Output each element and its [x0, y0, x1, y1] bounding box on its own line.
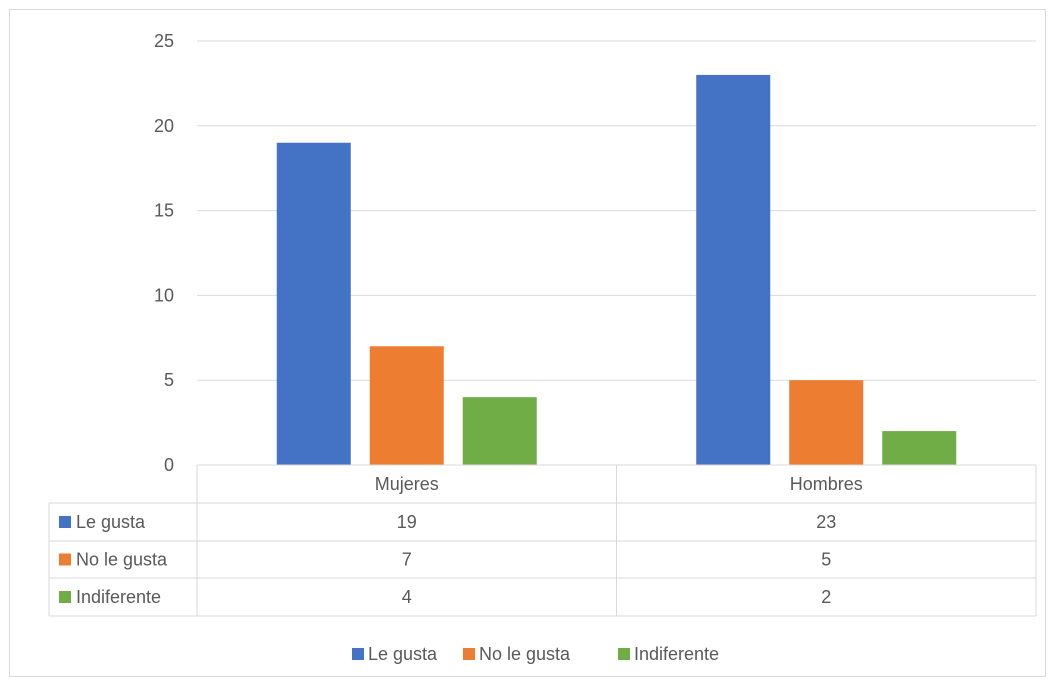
- bar: [369, 346, 444, 465]
- legend-swatch: [618, 648, 630, 660]
- y-tick-label: 25: [154, 31, 174, 51]
- bar: [882, 431, 957, 465]
- legend-swatch: [352, 648, 364, 660]
- data-label: 5: [821, 550, 831, 570]
- y-tick-label: 10: [154, 285, 174, 305]
- legend: Le gusta No le gusta Indiferente: [352, 644, 719, 664]
- table-legend-key: [59, 553, 71, 566]
- table-legend-key: [59, 591, 71, 603]
- legend-label: Le gusta: [368, 644, 438, 664]
- category-label: Hombres: [790, 474, 863, 494]
- bar: [696, 74, 771, 466]
- data-label: 23: [816, 512, 836, 532]
- bar: [789, 380, 864, 465]
- y-tick-label: 15: [154, 201, 174, 221]
- category-label: Mujeres: [375, 474, 439, 494]
- y-tick-label: 0: [164, 455, 174, 475]
- table-legend-key: [59, 516, 71, 528]
- table-series-label: No le gusta: [76, 550, 168, 570]
- data-label: 2: [821, 587, 831, 607]
- data-label: 7: [402, 550, 412, 570]
- table-series-label: Le gusta: [76, 512, 146, 532]
- y-axis-tick-labels: 0 5 10 15 20 25: [154, 31, 174, 475]
- bar: [462, 397, 537, 465]
- bar: [276, 142, 351, 465]
- legend-label: Indiferente: [634, 644, 719, 664]
- table-series-label: Indiferente: [76, 587, 161, 607]
- chart-border: [9, 9, 1046, 677]
- legend-label: No le gusta: [479, 644, 571, 664]
- y-tick-label: 5: [164, 370, 174, 390]
- data-label: 19: [397, 512, 417, 532]
- legend-swatch: [463, 648, 475, 660]
- y-tick-label: 20: [154, 116, 174, 136]
- data-table: Mujeres Hombres Le gusta 19 23 No le gusta 7 5 I…: [48, 464, 1037, 617]
- bars: [276, 74, 957, 466]
- data-label: 4: [402, 587, 412, 607]
